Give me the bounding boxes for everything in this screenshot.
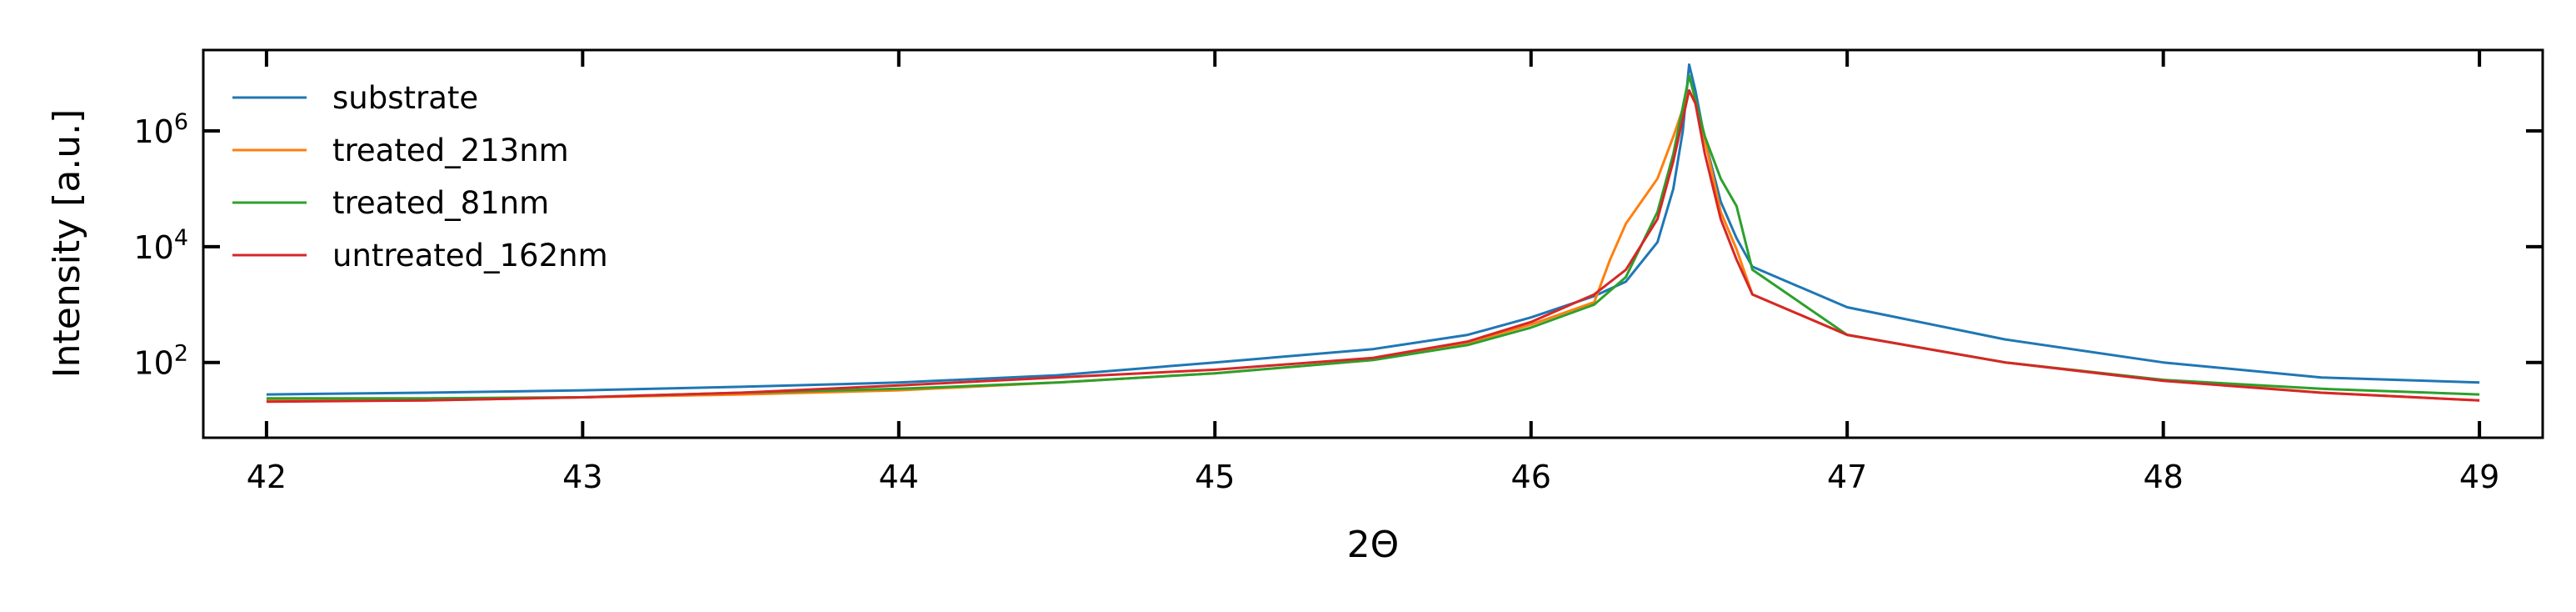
y-tick-label: 106 xyxy=(133,109,188,150)
x-tick-label: 44 xyxy=(879,459,919,495)
x-tick-label: 42 xyxy=(247,459,287,495)
y-tick-label: 104 xyxy=(133,225,188,266)
y-tick-label: 102 xyxy=(133,341,188,382)
y-axis: 102 104 106 xyxy=(133,109,2543,382)
x-tick-label: 49 xyxy=(2459,459,2499,495)
x-tick-label: 43 xyxy=(562,459,602,495)
legend: substrate treated_213nm treated_81nmuntrea… xyxy=(232,80,608,273)
series-line-0 xyxy=(266,63,2480,396)
plot-frame xyxy=(202,48,2544,439)
series-line-3 xyxy=(266,89,2480,404)
legend-label-0: substrate xyxy=(332,80,478,116)
legend-label-3: untreated_162nm xyxy=(332,238,608,273)
x-tick-label: 48 xyxy=(2143,459,2183,495)
legend-label-1: treated_213nm xyxy=(332,133,569,168)
x-tick-label: 45 xyxy=(1195,459,1235,495)
y-axis-label: Intensity [a.u.] xyxy=(46,109,88,379)
x-axis: 42 43 44 45 46 47 48 49 xyxy=(247,50,2499,495)
x-tick-label: 46 xyxy=(1511,459,1551,495)
series-layer xyxy=(266,63,2480,404)
x-axis-label: 2Θ xyxy=(1347,524,1400,566)
x-tick-label: 47 xyxy=(1827,459,1867,495)
legend-label-2: treated_81nm xyxy=(332,185,549,221)
